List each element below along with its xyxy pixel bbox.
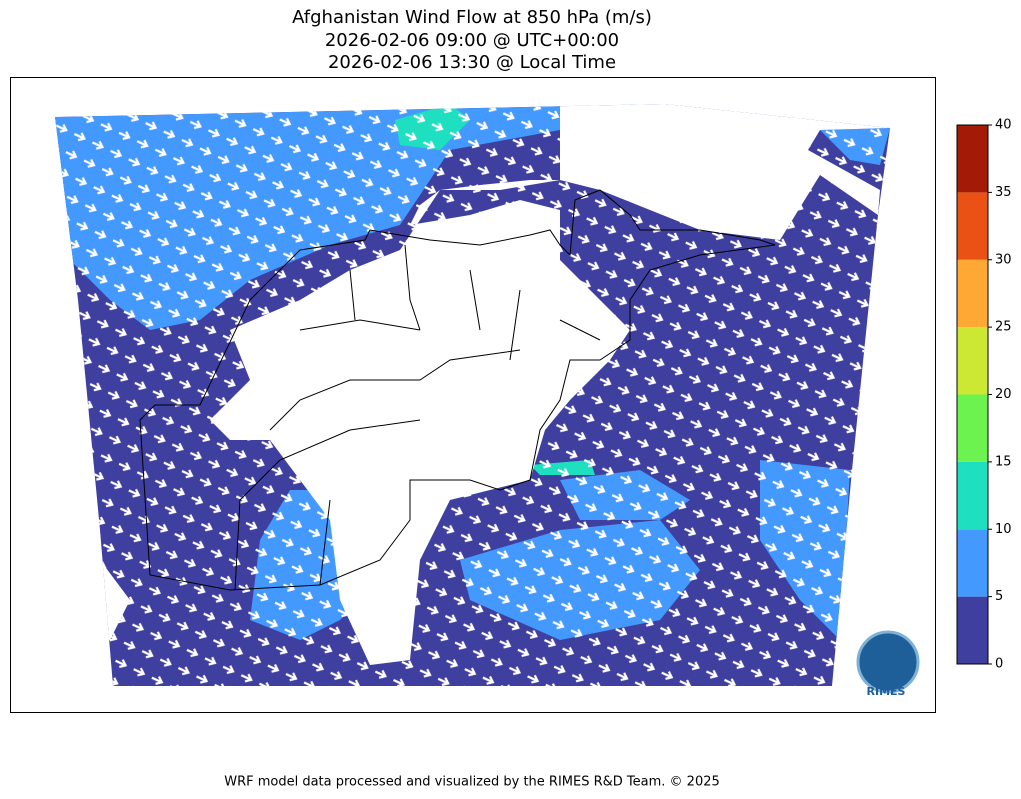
logo-text: RIMES [867, 685, 906, 698]
country-border [139, 189, 776, 591]
colorbar-tick-label: 5 [995, 589, 1003, 604]
colorbar-tick-label: 30 [995, 252, 1012, 267]
colorbar-segment [957, 259, 988, 328]
logo-badge [856, 630, 920, 694]
title-line: 2026-02-06 09:00 @ UTC+00:00 [325, 30, 619, 51]
wind-field [55, 104, 890, 686]
footer: WRF model data processed and visualized … [224, 775, 720, 790]
colorbar-segment [957, 529, 988, 597]
colorbar-tick-label: 0 [995, 657, 1003, 672]
title-line: Afghanistan Wind Flow at 850 hPa (m/s) [292, 7, 652, 28]
colorbar-tick-label: 25 [995, 320, 1012, 335]
province-border [234, 244, 601, 591]
title-line: 2026-02-06 13:30 @ Local Time [328, 52, 616, 73]
colorbar-segment [957, 596, 988, 664]
logo: RIMES [856, 630, 920, 698]
colorbar-tick-label: 10 [995, 522, 1012, 537]
colorbar-tick-label: 20 [995, 387, 1012, 402]
colorbar-segment [957, 461, 988, 530]
colorbar-segment [957, 192, 988, 260]
colorbar-segment [957, 125, 988, 193]
borders [139, 189, 776, 591]
colorbar: 0 5 10 15 20 25 30 35 40 [956, 118, 1012, 672]
colorbar-tick-label: 15 [995, 454, 1012, 469]
colorbar-segment [957, 327, 988, 395]
no-data [210, 104, 890, 665]
colorbar-tick-label: 40 [995, 118, 1012, 133]
colorbar-tick-label: 35 [995, 185, 1012, 200]
colorbar-segment [957, 394, 988, 462]
